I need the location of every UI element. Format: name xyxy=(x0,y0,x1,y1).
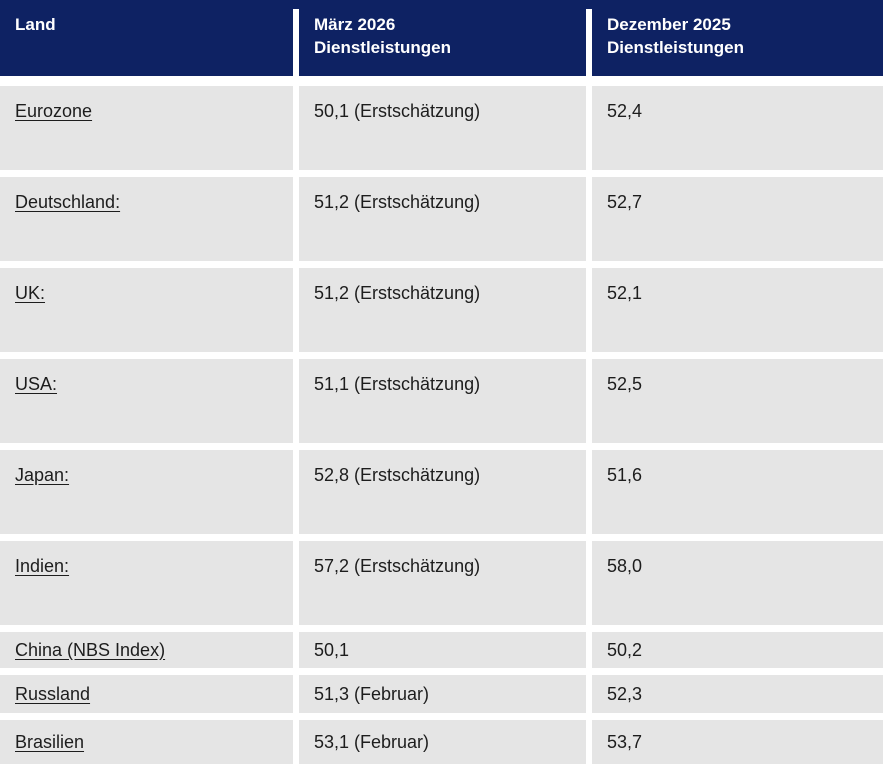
header-row: Land März 2026 Dienstleistungen Dezember… xyxy=(0,0,883,76)
country-link-japan[interactable]: Japan: xyxy=(15,465,70,485)
maerz-value-cell: 50,1 xyxy=(299,632,586,668)
table-row: Eurozone 50,1 (Erstschätzung) 52,4 xyxy=(0,86,883,170)
table-row: Japan: 52,8 (Erstschätzung) 51,6 xyxy=(0,450,883,534)
dezember-value-cell: 52,5 xyxy=(592,359,883,443)
header-cell-dezember-2025: Dezember 2025 Dienstleistungen xyxy=(592,0,883,76)
dezember-value-cell: 51,6 xyxy=(592,450,883,534)
country-cell: Brasilien xyxy=(0,720,293,764)
dezember-value-cell: 53,7 xyxy=(592,720,883,764)
table-row: Brasilien 53,1 (Februar) 53,7 xyxy=(0,720,883,764)
maerz-value-cell: 53,1 (Februar) xyxy=(299,720,586,764)
table-row: China (NBS Index) 50,1 50,2 xyxy=(0,632,883,668)
country-link-indien[interactable]: Indien: xyxy=(15,556,70,576)
country-cell: Russland xyxy=(0,675,293,713)
table-row: Russland 51,3 (Februar) 52,3 xyxy=(0,675,883,713)
country-cell: Eurozone xyxy=(0,86,293,170)
dezember-value-cell: 50,2 xyxy=(592,632,883,668)
maerz-value-cell: 51,2 (Erstschätzung) xyxy=(299,177,586,261)
dezember-value-cell: 52,4 xyxy=(592,86,883,170)
table-row: Deutschland: 51,2 (Erstschätzung) 52,7 xyxy=(0,177,883,261)
table-row: Indien: 57,2 (Erstschätzung) 58,0 xyxy=(0,541,883,625)
country-cell: Indien: xyxy=(0,541,293,625)
maerz-value-cell: 51,2 (Erstschätzung) xyxy=(299,268,586,352)
maerz-value-cell: 57,2 (Erstschätzung) xyxy=(299,541,586,625)
country-cell: Deutschland: xyxy=(0,177,293,261)
country-cell: UK: xyxy=(0,268,293,352)
country-link-russland[interactable]: Russland xyxy=(15,683,91,704)
dezember-value-cell: 52,1 xyxy=(592,268,883,352)
country-link-brasilien[interactable]: Brasilien xyxy=(15,731,85,752)
country-link-uk[interactable]: UK: xyxy=(15,283,46,303)
country-link-china[interactable]: China (NBS Index) xyxy=(15,639,166,660)
maerz-value-cell: 51,1 (Erstschätzung) xyxy=(299,359,586,443)
country-link-eurozone[interactable]: Eurozone xyxy=(15,101,93,121)
maerz-value-cell: 51,3 (Februar) xyxy=(299,675,586,713)
maerz-value-cell: 50,1 (Erstschätzung) xyxy=(299,86,586,170)
maerz-value-cell: 52,8 (Erstschätzung) xyxy=(299,450,586,534)
header-cell-land: Land xyxy=(0,0,293,76)
dezember-value-cell: 52,7 xyxy=(592,177,883,261)
country-cell: Japan: xyxy=(0,450,293,534)
table-row: UK: 51,2 (Erstschätzung) 52,1 xyxy=(0,268,883,352)
dezember-value-cell: 58,0 xyxy=(592,541,883,625)
dezember-value-cell: 52,3 xyxy=(592,675,883,713)
country-cell: USA: xyxy=(0,359,293,443)
country-link-usa[interactable]: USA: xyxy=(15,374,58,394)
country-link-deutschland[interactable]: Deutschland: xyxy=(15,192,121,212)
table-row: USA: 51,1 (Erstschätzung) 52,5 xyxy=(0,359,883,443)
country-cell: China (NBS Index) xyxy=(0,632,293,668)
header-cell-maerz-2026: März 2026 Dienstleistungen xyxy=(299,0,586,76)
